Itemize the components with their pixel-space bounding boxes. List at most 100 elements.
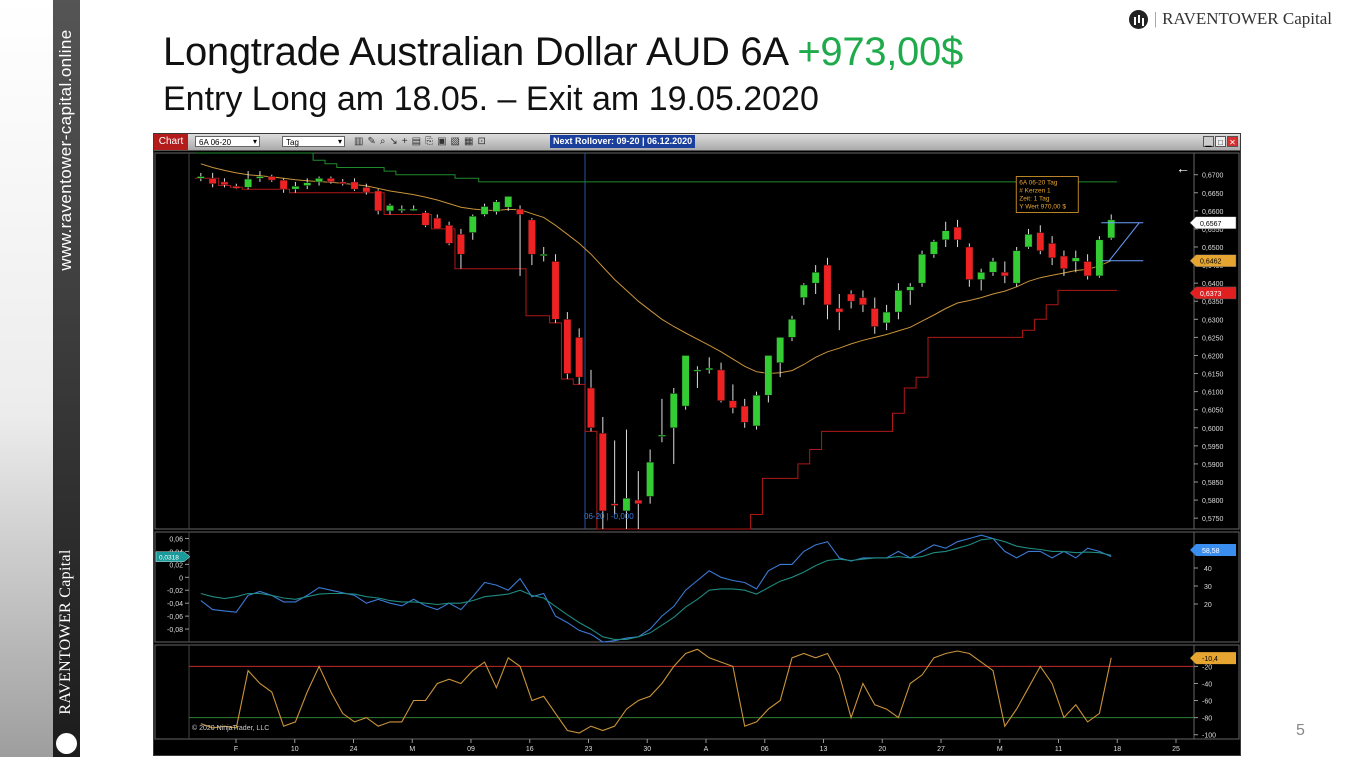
x-tick-label: 20	[878, 746, 886, 753]
candle	[208, 178, 217, 184]
stoch-flag	[1190, 652, 1236, 665]
price-flag	[1189, 216, 1237, 230]
brand-name: RAVENTOWER Capital	[1162, 9, 1332, 28]
candle	[965, 246, 974, 280]
instrument-select[interactable]: 6A 06-20	[195, 136, 260, 147]
drawing-tools-icon[interactable]: ▥✎⌕↘+▤⎘▣▧▦⊡	[354, 136, 490, 147]
candle	[1024, 234, 1033, 248]
page-title: Longtrade Australian Dollar AUD 6A +973,…	[163, 30, 963, 75]
candle	[717, 369, 725, 401]
info-box-frame	[1015, 176, 1079, 213]
candle	[492, 201, 501, 212]
price-tick-label: 0,6500	[1202, 245, 1224, 252]
price-tick-label: 0,6100	[1202, 390, 1224, 397]
candle	[1071, 257, 1080, 262]
price-flag-label: 0,6462	[1200, 259, 1222, 266]
candle	[220, 181, 229, 186]
candle	[575, 337, 584, 378]
osc-left-flag	[155, 551, 191, 562]
brand-top: | RAVENTOWER Capital	[1128, 9, 1332, 29]
candle	[338, 181, 347, 184]
page-number: 5	[1296, 722, 1305, 739]
price-panel: 0,67000,66500,66000,65500,65000,64500,64…	[154, 152, 1240, 530]
candle	[244, 178, 253, 188]
trade-arrow	[1108, 222, 1140, 262]
raventower-logo-icon	[56, 733, 77, 754]
candle	[303, 182, 312, 186]
candle	[622, 498, 631, 512]
ema-line	[200, 163, 1112, 375]
candle	[811, 272, 820, 284]
minimize-icon[interactable]: ▁	[1203, 136, 1214, 147]
candle	[409, 208, 418, 211]
candle	[1095, 239, 1104, 277]
candle	[610, 503, 619, 506]
price-flag-label: 0,6567	[1200, 221, 1222, 228]
back-arrow-icon[interactable]: ←	[1176, 160, 1190, 176]
x-tick-label: 25	[1172, 746, 1180, 753]
copyright-label: © 2020 NinjaTrader, LLC	[192, 724, 269, 732]
x-tick-label: 06	[761, 746, 769, 753]
candle	[1060, 255, 1068, 269]
candle	[799, 284, 808, 298]
x-tick-label: 16	[526, 746, 534, 753]
candle	[906, 286, 915, 291]
info-box-line: 6A 06-20 Tag	[1019, 180, 1058, 187]
chart-canvas[interactable]: 0,67000,66500,66000,65500,65000,64500,64…	[154, 151, 1240, 756]
price-tick-label: 0,6250	[1202, 335, 1224, 342]
candle	[516, 208, 524, 215]
candle	[835, 308, 844, 313]
candle	[941, 230, 950, 241]
stochastic-panel: -20 -40 -60 -80 -100 -10,4	[154, 644, 1240, 740]
candle	[539, 253, 548, 256]
chart-tab[interactable]: Chart	[154, 134, 188, 150]
chart-window[interactable]: Chart 6A 06-20 Tag ▥✎⌕↘+▤⎘▣▧▦⊡ Next Roll…	[153, 133, 1241, 756]
candle	[291, 186, 300, 190]
x-tick-label: 27	[937, 746, 945, 753]
osc-left-tick-label: 0,02	[169, 562, 183, 569]
osc-series-line	[200, 537, 1112, 640]
period-select[interactable]: Tag	[282, 136, 345, 147]
stoch-tick-label: -80	[1202, 716, 1212, 723]
x-axis: F 10 24 M 09 16 23 30 A 06 13 20 27 M 11 18 25	[234, 739, 1180, 753]
candle	[693, 369, 702, 372]
maximize-icon[interactable]: □	[1215, 136, 1226, 147]
candle	[646, 461, 655, 497]
candle	[977, 272, 986, 280]
osc-right-tick-label: 30	[1204, 584, 1212, 591]
brand-separator: |	[1153, 9, 1158, 28]
stoch-series-line	[200, 648, 1112, 734]
candle	[989, 261, 997, 273]
stoch-tick-label: -100	[1202, 733, 1216, 740]
price-tick-label: 0,6300	[1202, 317, 1224, 324]
price-flag	[1189, 254, 1237, 267]
title-text: Longtrade Australian Dollar AUD 6A	[163, 30, 787, 74]
rollover-notice: Next Rollover: 09-20 | 06.12.2020	[550, 135, 696, 148]
candle	[421, 212, 430, 226]
x-tick-label: M	[997, 746, 1003, 753]
candle	[1048, 243, 1057, 259]
price-tick-label: 0,5750	[1202, 516, 1224, 523]
close-icon[interactable]: ✕	[1227, 136, 1238, 147]
candle	[823, 264, 832, 306]
candle	[457, 234, 465, 255]
info-box-line: Y Wert 970,00 $	[1019, 204, 1066, 211]
website-url: www.raventower-capital.online	[56, 29, 75, 271]
candle	[882, 311, 891, 324]
candle	[1107, 219, 1116, 239]
candle	[480, 206, 489, 215]
candle	[326, 178, 335, 183]
x-tick-label: 18	[1113, 746, 1121, 753]
candle	[669, 393, 678, 429]
osc-left-tick-label: -0,06	[167, 614, 183, 621]
candle	[894, 290, 903, 313]
page-subtitle: Entry Long am 18.05. – Exit am 19.05.202…	[163, 80, 819, 118]
price-tick-label: 0,6700	[1202, 173, 1224, 180]
osc-left-tick-label: -0,08	[167, 627, 183, 634]
candle	[445, 225, 454, 244]
x-tick-label: 11	[1055, 746, 1062, 753]
candle	[681, 355, 690, 407]
price-tick-label: 0,5800	[1202, 498, 1224, 505]
price-tick-label: 0,5850	[1202, 480, 1224, 487]
